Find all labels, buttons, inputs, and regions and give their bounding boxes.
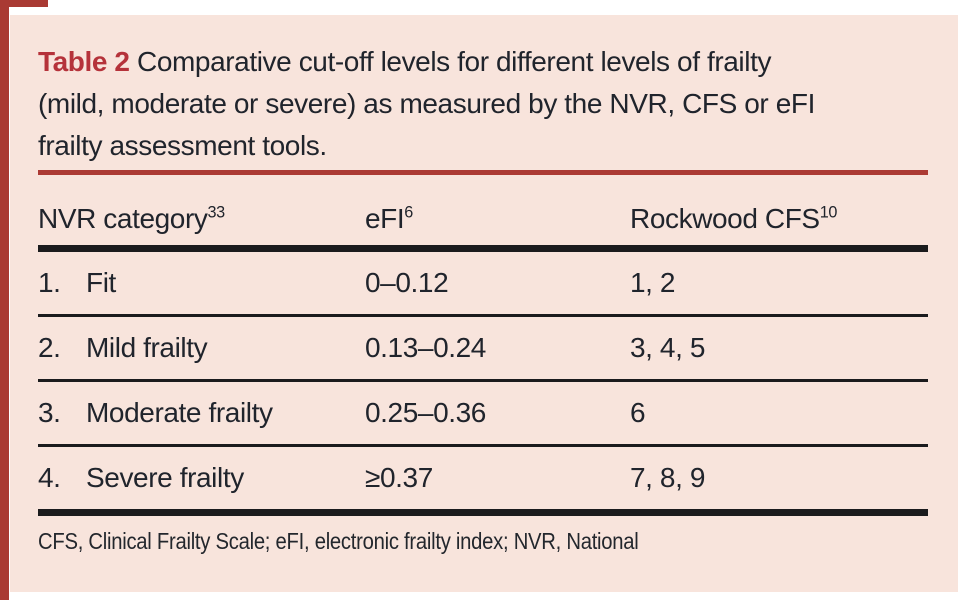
table-row: 3. Moderate frailty 0.25–0.36 6	[38, 382, 928, 447]
title-line-1: Table 2 Comparative cut-off levels for d…	[38, 41, 928, 83]
column-header-cfs-citation: 10	[819, 203, 838, 222]
row-number: 3.	[38, 397, 61, 428]
title-text-1: Comparative cut-off levels for different…	[137, 46, 772, 77]
title-line-2: (mild, moderate or severe) as measured b…	[38, 88, 815, 119]
row-category: Severe frailty	[86, 462, 244, 493]
left-accent-bar	[0, 0, 9, 600]
column-header-nvr-citation: 33	[207, 203, 226, 222]
row-cfs-value: 7, 8, 9	[630, 462, 706, 493]
row-efi-value: ≥0.37	[365, 462, 433, 493]
top-left-accent-stub	[0, 0, 48, 7]
row-number: 1.	[38, 267, 61, 298]
row-number: 4.	[38, 462, 61, 493]
row-efi-value: 0.25–0.36	[365, 397, 486, 428]
column-header-efi-label: eFI	[365, 203, 405, 234]
column-header-cfs-label: Rockwood CFS	[630, 203, 820, 234]
column-header-cfs: Rockwood CFS10	[630, 203, 928, 235]
title-rule	[38, 170, 928, 175]
table-row: 4. Severe frailty ≥0.37 7, 8, 9	[38, 447, 928, 516]
column-header-nvr-label: NVR category	[38, 203, 208, 234]
table-row: 1. Fit 0–0.12 1, 2	[38, 252, 928, 317]
column-header-nvr: NVR category33	[38, 203, 365, 235]
row-cfs-value: 3, 4, 5	[630, 332, 706, 363]
table-row: 2. Mild frailty 0.13–0.24 3, 4, 5	[38, 317, 928, 382]
column-header-efi-citation: 6	[404, 203, 413, 222]
table-card: Table 2 Comparative cut-off levels for d…	[10, 15, 958, 592]
table-header-row: NVR category33 eFI6 Rockwood CFS10	[38, 203, 928, 252]
table-number-label: Table 2	[38, 46, 130, 77]
row-category: Fit	[86, 267, 116, 298]
row-category: Moderate frailty	[86, 397, 273, 428]
row-cfs-value: 6	[630, 397, 646, 428]
row-cfs-value: 1, 2	[630, 267, 676, 298]
title-line-3: frailty assessment tools.	[38, 130, 327, 161]
row-efi-value: 0–0.12	[365, 267, 449, 298]
row-number: 2.	[38, 332, 61, 363]
column-header-efi: eFI6	[365, 203, 630, 235]
row-category: Mild frailty	[86, 332, 208, 363]
table-footnote: CFS, Clinical Frailty Scale; eFI, electr…	[38, 528, 639, 554]
row-efi-value: 0.13–0.24	[365, 332, 486, 363]
table-title: Table 2 Comparative cut-off levels for d…	[38, 41, 928, 167]
